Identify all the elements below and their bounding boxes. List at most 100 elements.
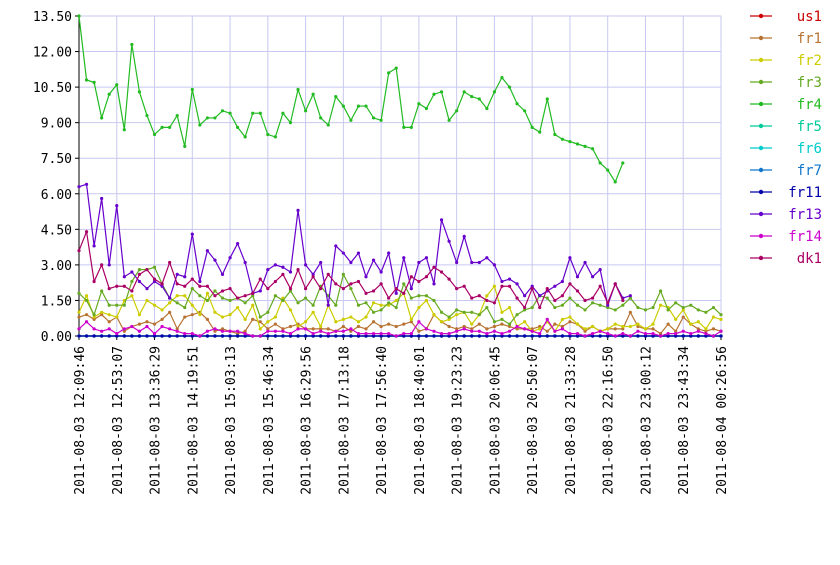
data-point-fr1 xyxy=(100,313,104,317)
data-point-fr3 xyxy=(122,303,126,307)
data-point-dk1 xyxy=(84,230,89,234)
data-point-fr1 xyxy=(243,329,247,333)
data-point-fr4 xyxy=(621,161,625,165)
legend-swatch-marker xyxy=(758,211,764,217)
data-point-dk1 xyxy=(326,272,330,276)
data-point-dk1 xyxy=(439,270,444,274)
data-point-fr1 xyxy=(681,315,685,319)
data-point-fr13 xyxy=(455,260,459,265)
data-point-fr11 xyxy=(538,334,542,338)
data-point-fr1 xyxy=(77,315,81,319)
data-point-fr3 xyxy=(115,303,119,307)
data-point-fr14 xyxy=(168,327,172,331)
data-point-fr1 xyxy=(628,310,632,314)
series-dk1 xyxy=(77,229,625,310)
data-point-dk1 xyxy=(515,296,519,300)
data-point-dk1 xyxy=(349,282,353,286)
data-point-fr13 xyxy=(319,260,323,265)
data-point-fr3 xyxy=(409,296,413,300)
data-point-fr3 xyxy=(220,296,225,300)
data-point-fr13 xyxy=(115,204,119,208)
data-point-fr3 xyxy=(137,268,142,272)
data-point-fr14 xyxy=(583,334,587,338)
data-point-fr13 xyxy=(152,279,157,284)
data-point-fr1 xyxy=(658,332,663,336)
data-point-fr14 xyxy=(432,329,436,333)
x-tick-label: 2011-08-03 21:33:28 xyxy=(564,346,579,495)
data-point-dk1 xyxy=(319,286,323,291)
data-point-fr4 xyxy=(273,135,277,139)
x-tick-label: 2011-08-03 20:06:45 xyxy=(488,346,503,495)
data-point-fr3 xyxy=(674,301,678,305)
data-point-fr2 xyxy=(689,322,693,326)
data-point-fr11 xyxy=(319,334,323,338)
data-point-fr3 xyxy=(447,315,451,319)
data-point-dk1 xyxy=(115,284,119,288)
data-point-fr14 xyxy=(696,329,700,333)
data-point-fr4 xyxy=(538,130,542,134)
x-tick-label: 2011-08-03 15:03:13 xyxy=(224,346,239,495)
data-point-fr1 xyxy=(326,327,330,331)
data-point-fr2 xyxy=(643,327,648,331)
data-point-fr13 xyxy=(243,260,247,265)
data-point-fr4 xyxy=(326,123,330,127)
data-point-fr2 xyxy=(175,294,179,298)
data-point-fr1 xyxy=(470,327,474,331)
data-point-dk1 xyxy=(198,284,202,288)
data-point-fr14 xyxy=(424,327,429,331)
data-point-fr2 xyxy=(719,317,723,322)
data-point-fr2 xyxy=(356,320,361,324)
data-point-fr11 xyxy=(115,334,119,338)
data-point-dk1 xyxy=(356,279,361,284)
data-point-fr13 xyxy=(568,256,572,260)
data-point-dk1 xyxy=(273,279,277,284)
data-point-dk1 xyxy=(606,301,610,305)
data-point-fr13 xyxy=(198,279,202,284)
data-point-fr13 xyxy=(258,289,262,293)
data-point-dk1 xyxy=(523,305,527,310)
data-point-fr1 xyxy=(220,327,225,331)
data-point-fr14 xyxy=(122,327,126,331)
data-point-fr2 xyxy=(439,320,444,324)
data-point-fr4 xyxy=(236,125,240,130)
data-point-fr3 xyxy=(266,310,270,314)
data-point-fr14 xyxy=(251,334,255,338)
data-point-fr13 xyxy=(507,277,512,281)
data-point-fr2 xyxy=(183,294,187,298)
data-point-fr3 xyxy=(606,305,610,310)
data-point-fr3 xyxy=(364,301,368,305)
data-point-fr2 xyxy=(349,315,353,319)
data-point-fr11 xyxy=(696,334,700,338)
data-point-dk1 xyxy=(477,294,481,298)
data-point-fr11 xyxy=(402,334,406,338)
data-point-fr11 xyxy=(130,334,134,338)
data-point-fr3 xyxy=(77,291,81,295)
data-point-fr2 xyxy=(455,313,459,317)
data-point-fr13 xyxy=(107,263,111,267)
data-point-fr11 xyxy=(107,334,111,338)
data-point-fr13 xyxy=(447,239,451,243)
data-point-dk1 xyxy=(107,286,111,291)
data-point-fr13 xyxy=(470,260,474,265)
data-point-fr3 xyxy=(251,294,255,298)
data-point-dk1 xyxy=(77,249,81,253)
data-point-fr11 xyxy=(100,334,104,338)
data-point-fr13 xyxy=(583,260,587,265)
data-point-fr4 xyxy=(100,116,104,120)
legend-label: fr5 xyxy=(797,119,822,135)
data-point-fr4 xyxy=(470,94,474,99)
data-point-fr2 xyxy=(636,322,640,326)
data-point-fr11 xyxy=(666,334,670,338)
data-point-fr4 xyxy=(575,142,580,146)
data-point-fr2 xyxy=(583,327,587,331)
data-point-fr2 xyxy=(538,327,542,331)
legend-item-fr7: fr7 xyxy=(750,163,822,179)
data-point-fr3 xyxy=(711,305,716,310)
data-point-fr11 xyxy=(168,334,172,338)
data-point-fr1 xyxy=(666,322,670,326)
data-point-fr4 xyxy=(228,111,232,115)
data-point-fr13 xyxy=(303,263,308,267)
data-point-fr11 xyxy=(553,334,557,338)
data-point-fr14 xyxy=(288,332,293,336)
data-point-fr14 xyxy=(598,329,602,333)
